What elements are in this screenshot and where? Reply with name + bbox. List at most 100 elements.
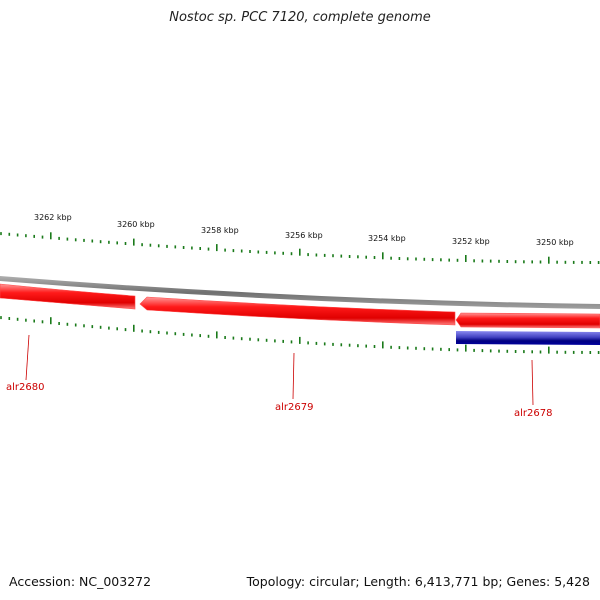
minor-tick [224,248,226,252]
major-tick [50,317,52,325]
minor-tick [456,258,459,262]
minor-tick [191,333,193,337]
minor-tick [498,349,500,353]
minor-tick [174,245,177,249]
minor-tick [415,257,417,261]
genome-summary: Topology: circular; Length: 6,413,771 bp… [246,574,590,589]
minor-tick [531,260,533,264]
minor-tick [58,236,60,240]
gene-label-leaders [25,334,534,406]
minor-tick [348,255,351,258]
minor-tick [149,243,152,247]
minor-tick [240,337,243,341]
minor-tick [224,336,226,339]
minor-tick [0,232,2,236]
gene-reverse-strand[interactable] [456,331,600,345]
minor-tick [108,240,110,244]
minor-tick [340,254,343,258]
minor-tick [91,239,94,243]
major-tick [216,331,218,339]
minor-tick [572,260,575,264]
minor-tick [348,343,351,347]
minor-tick [232,336,235,340]
minor-tick [440,258,442,262]
minor-tick [440,347,442,351]
minor-tick [589,351,592,354]
minor-tick [581,350,583,354]
minor-tick [315,253,318,257]
minor-tick [357,255,359,259]
minor-tick [25,234,27,238]
minor-tick [506,260,509,263]
minor-tick [365,255,367,259]
major-tick [299,336,301,344]
ruler-ticks-top [0,232,600,264]
minor-tick [282,339,284,343]
ruler-label: 3262 kbp [34,213,72,222]
minor-tick [365,344,367,348]
minor-tick [456,348,459,352]
minor-tick [74,323,77,327]
minor-tick [531,350,533,354]
minor-tick [124,328,127,332]
minor-tick [141,243,143,247]
major-tick [465,344,467,352]
leader-alr2679 [292,352,295,400]
minor-tick [249,337,251,341]
minor-tick [431,347,434,351]
minor-tick [373,256,376,259]
minor-tick [406,346,409,350]
minor-tick [473,259,475,263]
minor-tick [373,345,376,348]
minor-tick [265,338,268,342]
minor-tick [33,319,35,323]
ruler-labels: 3262 kbp 3260 kbp 3258 kbp 3256 kbp 3254… [34,213,574,247]
minor-tick [498,259,500,263]
ruler-label: 3260 kbp [117,220,155,229]
minor-tick [16,233,19,237]
minor-tick [141,329,143,333]
minor-tick [157,244,160,248]
ruler-label: 3250 kbp [536,238,574,247]
minor-tick [8,232,11,236]
minor-tick [448,258,450,262]
minor-tick [207,247,210,251]
minor-tick [539,260,542,264]
minor-tick [149,330,152,334]
gene-label-alr2679[interactable]: alr2679 [275,402,313,413]
gene-label-alr2680[interactable]: alr2680 [6,382,44,393]
minor-tick [8,317,11,320]
minor-tick [66,237,69,241]
minor-tick [91,325,94,329]
major-tick [133,324,135,332]
minor-tick [282,251,284,255]
minor-tick [182,332,185,336]
minor-tick [16,317,19,321]
gene-alr2680[interactable] [0,283,136,310]
minor-tick [506,349,509,353]
minor-tick [323,342,326,346]
gene-alr2679[interactable] [139,296,456,326]
major-tick [548,256,550,264]
minor-tick [174,332,177,336]
minor-tick [66,322,69,326]
gene-label-alr2678[interactable]: alr2678 [514,408,552,419]
minor-tick [398,257,401,260]
map-title: Nostoc sp. PCC 7120, complete genome [169,10,431,25]
minor-tick [431,258,434,262]
minor-tick [41,235,44,239]
minor-tick [473,348,475,352]
minor-tick [539,350,542,354]
minor-tick [157,330,160,334]
minor-tick [207,334,210,338]
minor-tick [199,247,201,250]
gene-alr2678[interactable] [455,312,600,329]
minor-tick [597,351,600,354]
minor-tick [249,250,251,253]
minor-tick [25,318,27,322]
minor-tick [290,252,293,256]
minor-tick [556,260,558,264]
minor-tick [357,344,359,348]
minor-tick [0,316,2,320]
